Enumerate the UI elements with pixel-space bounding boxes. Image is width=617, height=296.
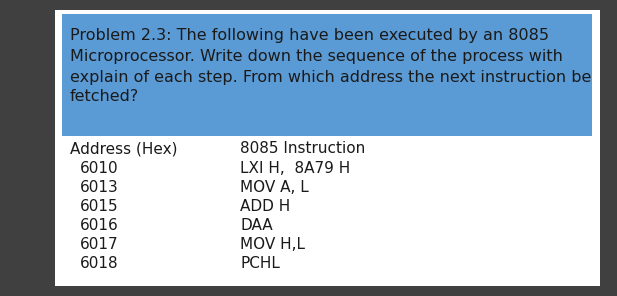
Text: explain of each step. From which address the next instruction be: explain of each step. From which address… <box>70 70 591 85</box>
Text: 8085 Instruction: 8085 Instruction <box>240 141 365 156</box>
Text: 6015: 6015 <box>80 199 118 214</box>
Text: ADD H: ADD H <box>240 199 290 214</box>
Text: 6016: 6016 <box>80 218 118 233</box>
Text: 6013: 6013 <box>80 180 118 195</box>
Text: Address (Hex): Address (Hex) <box>70 141 178 156</box>
Text: DAA: DAA <box>240 218 273 233</box>
Text: fetched?: fetched? <box>70 89 139 104</box>
FancyBboxPatch shape <box>55 10 600 286</box>
Text: MOV H,L: MOV H,L <box>240 237 305 252</box>
FancyBboxPatch shape <box>62 14 592 136</box>
Text: Problem 2.3: The following have been executed by an 8085: Problem 2.3: The following have been exe… <box>70 28 549 43</box>
Text: Microprocessor. Write down the sequence of the process with: Microprocessor. Write down the sequence … <box>70 49 563 64</box>
Text: MOV A, L: MOV A, L <box>240 180 308 195</box>
Text: LXI H,  8A79 H: LXI H, 8A79 H <box>240 161 350 176</box>
Text: 6010: 6010 <box>80 161 118 176</box>
Text: PCHL: PCHL <box>240 256 280 271</box>
Text: 6017: 6017 <box>80 237 118 252</box>
Text: 6018: 6018 <box>80 256 118 271</box>
